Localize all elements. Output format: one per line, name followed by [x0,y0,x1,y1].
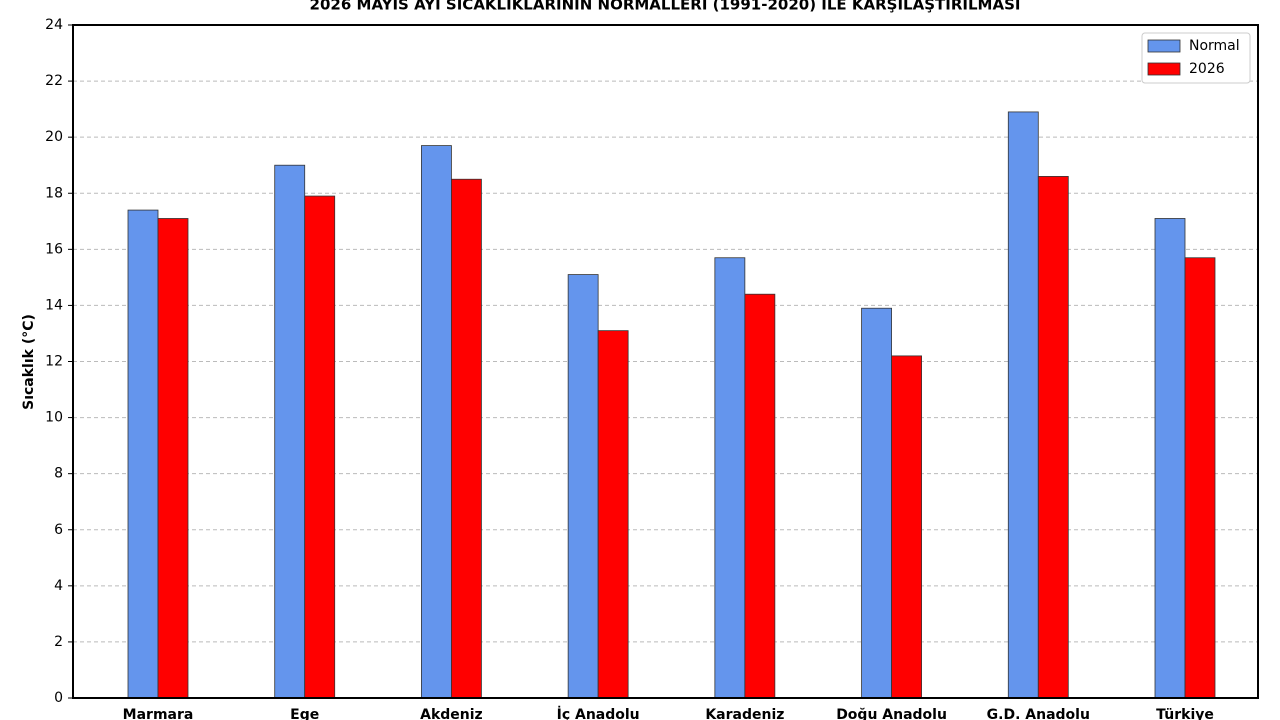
y-tick-label: 14 [45,297,63,313]
x-tick-label: İç Anadolu [557,706,640,720]
bar [567,274,599,699]
bar [891,355,922,699]
y-tick-label: 8 [54,466,63,482]
plot-frame [72,24,1259,699]
bar [451,178,482,699]
y-tick-label: 0 [54,690,63,706]
y-tick-label: 18 [45,185,63,201]
x-tick-label: Karadeniz [705,707,784,720]
bar [127,209,159,699]
bar [1007,111,1039,699]
y-tick-label: 4 [54,578,63,594]
y-tick-label: 6 [54,522,63,538]
legend-label: Normal [1189,38,1240,54]
bar [744,293,776,699]
bar [597,330,629,699]
y-axis-label: Sıcaklık (°C) [21,314,37,410]
x-tick-label: Doğu Anadolu [836,707,947,720]
chart-title: 2026 MAYIS AYI SICAKLIKLARININ NORMALLER… [310,0,1021,14]
y-tick-label: 10 [45,410,63,426]
bar [1154,218,1186,699]
bar [1037,176,1069,699]
legend-label: 2026 [1189,61,1225,77]
x-tick-label: Ege [290,707,319,720]
y-tick-label: 20 [45,129,63,145]
legend-swatch [1147,39,1181,53]
bar [421,145,452,699]
bar [304,195,336,699]
bar [1184,257,1216,699]
x-tick-label: Akdeniz [420,707,483,720]
y-tick-label: 12 [45,354,63,370]
x-tick-label: G.D. Anadolu [987,707,1090,720]
y-tick-label: 16 [45,241,63,257]
x-tick-label: Marmara [123,707,194,720]
bar [714,257,746,699]
y-tick-label: 2 [54,634,63,650]
bar [157,218,189,699]
y-tick-label: 24 [45,17,63,33]
legend-swatch [1147,62,1181,76]
bar [861,307,892,699]
y-tick-label: 22 [45,73,63,89]
x-tick-label: Türkiye [1156,707,1214,720]
bar [274,164,306,699]
